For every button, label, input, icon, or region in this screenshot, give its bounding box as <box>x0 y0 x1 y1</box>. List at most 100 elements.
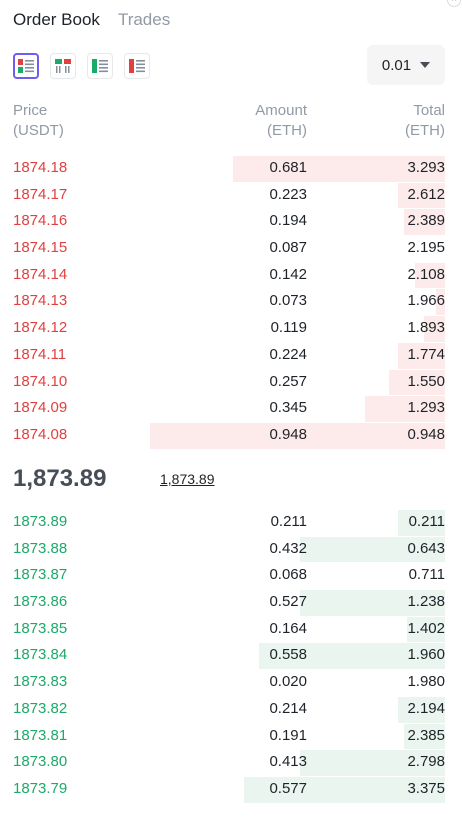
ask-total: 1.774 <box>407 345 445 363</box>
ask-amount: 0.224 <box>269 345 307 363</box>
tab-order-book[interactable]: Order Book <box>13 10 100 29</box>
ask-total: 1.550 <box>407 372 445 390</box>
total-header-label: Total <box>413 102 445 119</box>
bid-total: 3.375 <box>407 779 445 797</box>
close-icon[interactable]: × <box>447 0 461 7</box>
ask-depth-bar <box>415 262 445 289</box>
bid-price: 1873.83 <box>13 673 68 691</box>
ask-amount: 0.223 <box>269 185 307 203</box>
ask-amount: 0.257 <box>269 372 307 390</box>
bid-amount: 0.191 <box>269 726 307 744</box>
view-side-by-side-icon[interactable] <box>50 53 76 79</box>
ask-total: 0.948 <box>407 425 445 443</box>
ask-row[interactable]: 1874.15 0.087 2.195 <box>0 235 462 262</box>
bid-depth-bar <box>398 510 445 536</box>
ask-price: 1874.17 <box>13 185 68 203</box>
bid-amount: 0.164 <box>269 619 307 637</box>
view-bids-only-icon[interactable] <box>87 53 113 79</box>
bid-total: 1.402 <box>407 619 445 637</box>
bid-row[interactable]: 1873.80 0.413 2.798 <box>0 749 462 776</box>
column-header-amount: Amount (ETH) <box>255 101 307 141</box>
column-header-price: Price (USDT) <box>13 101 64 141</box>
bid-row[interactable]: 1873.79 0.577 3.375 <box>0 776 462 803</box>
mark-price-link[interactable]: 1,873.89 <box>160 471 215 487</box>
bid-price: 1873.87 <box>13 566 68 584</box>
caret-down-icon <box>420 62 431 68</box>
bid-row[interactable]: 1873.87 0.068 0.711 <box>0 562 462 589</box>
ask-row[interactable]: 1874.10 0.257 1.550 <box>0 369 462 396</box>
bid-amount: 0.211 <box>270 513 307 530</box>
bid-total: 1.960 <box>407 646 445 664</box>
ask-row[interactable]: 1874.16 0.194 2.389 <box>0 208 462 236</box>
bid-amount: 0.432 <box>269 539 307 557</box>
ask-row[interactable]: 1874.13 0.073 1.966 <box>0 288 462 316</box>
ask-price: 1874.11 <box>13 345 67 363</box>
bid-total: 2.385 <box>407 726 445 744</box>
ask-total: 2.195 <box>407 239 445 257</box>
ask-amount: 0.087 <box>269 239 307 257</box>
bid-price: 1873.82 <box>13 699 68 717</box>
column-header-total: Total (ETH) <box>405 101 445 141</box>
ask-depth-bar <box>233 156 445 182</box>
ask-row[interactable]: 1874.14 0.142 2.108 <box>0 262 462 289</box>
bid-amount: 0.020 <box>269 673 307 691</box>
ask-amount: 0.073 <box>269 292 307 310</box>
last-price-bar: 1,873.89 1,873.89 <box>13 462 215 496</box>
bid-row[interactable]: 1873.81 0.191 2.385 <box>0 723 462 750</box>
tab-trades[interactable]: Trades <box>117 10 171 29</box>
bid-depth-bar <box>300 590 445 616</box>
bid-row[interactable]: 1873.86 0.527 1.238 <box>0 589 462 616</box>
bid-list: 1873.89 0.211 0.211 1873.88 0.432 0.643 1873.8… <box>0 509 462 803</box>
ask-price: 1874.13 <box>13 292 68 310</box>
ask-row[interactable]: 1874.12 0.119 1.893 <box>0 315 462 342</box>
bid-row[interactable]: 1873.82 0.214 2.194 <box>0 696 462 723</box>
bid-price: 1873.89 <box>13 513 68 530</box>
ask-row[interactable]: 1874.11 0.224 1.774 <box>0 342 462 369</box>
ask-row[interactable]: 1874.17 0.223 2.612 <box>0 182 462 209</box>
ask-total: 1.293 <box>407 399 445 417</box>
bid-total: 0.643 <box>407 539 445 557</box>
ask-row[interactable]: 1874.08 0.948 0.948 <box>0 422 462 449</box>
ask-total: 1.893 <box>407 319 445 337</box>
price-header-label: Price <box>13 102 48 119</box>
bid-price: 1873.79 <box>13 779 68 797</box>
bid-total: 2.194 <box>407 699 445 717</box>
bid-total: 1.238 <box>407 593 445 611</box>
ask-price: 1874.15 <box>13 239 68 257</box>
bid-price: 1873.81 <box>13 726 68 744</box>
ask-amount: 0.194 <box>269 212 307 230</box>
bid-row[interactable]: 1873.88 0.432 0.643 <box>0 536 462 563</box>
bid-row[interactable]: 1873.83 0.020 1.980 <box>0 669 462 696</box>
bid-depth-bar <box>404 723 445 750</box>
ask-depth-bar <box>404 209 445 236</box>
view-mode-toggle <box>13 53 150 79</box>
bid-depth-bar <box>259 643 445 670</box>
view-both-sides-icon[interactable] <box>13 53 39 79</box>
bid-row[interactable]: 1873.89 0.211 0.211 <box>0 509 462 536</box>
ask-amount: 0.345 <box>269 399 307 417</box>
bid-row[interactable]: 1873.85 0.164 1.402 <box>0 616 462 643</box>
bid-price: 1873.86 <box>13 593 68 611</box>
ask-total: 1.966 <box>407 292 445 310</box>
ask-total: 3.293 <box>407 159 445 176</box>
ask-row[interactable]: 1874.18 0.681 3.293 <box>0 155 462 182</box>
bid-row[interactable]: 1873.84 0.558 1.960 <box>0 642 462 670</box>
ask-price: 1874.12 <box>13 319 68 337</box>
precision-value: 0.01 <box>381 56 412 74</box>
precision-select[interactable]: 0.01 <box>367 45 445 85</box>
ask-price: 1874.18 <box>13 159 68 176</box>
bid-total: 2.798 <box>407 753 445 771</box>
tab-bar: Order Book Trades <box>13 9 170 31</box>
view-asks-only-icon[interactable] <box>124 53 150 79</box>
ask-row[interactable]: 1874.09 0.345 1.293 <box>0 395 462 422</box>
bid-price: 1873.85 <box>13 619 68 637</box>
ask-list: 1874.18 0.681 3.293 1874.17 0.223 2.612 1874.1… <box>0 155 462 449</box>
ask-price: 1874.10 <box>13 372 68 390</box>
bid-price: 1873.88 <box>13 539 68 557</box>
ask-total: 2.612 <box>407 185 445 203</box>
bid-depth-bar <box>300 750 445 776</box>
amount-header-unit: (ETH) <box>267 122 307 139</box>
bid-amount: 0.068 <box>269 566 307 584</box>
bid-amount: 0.413 <box>269 753 307 771</box>
bid-total: 0.711 <box>408 566 445 584</box>
